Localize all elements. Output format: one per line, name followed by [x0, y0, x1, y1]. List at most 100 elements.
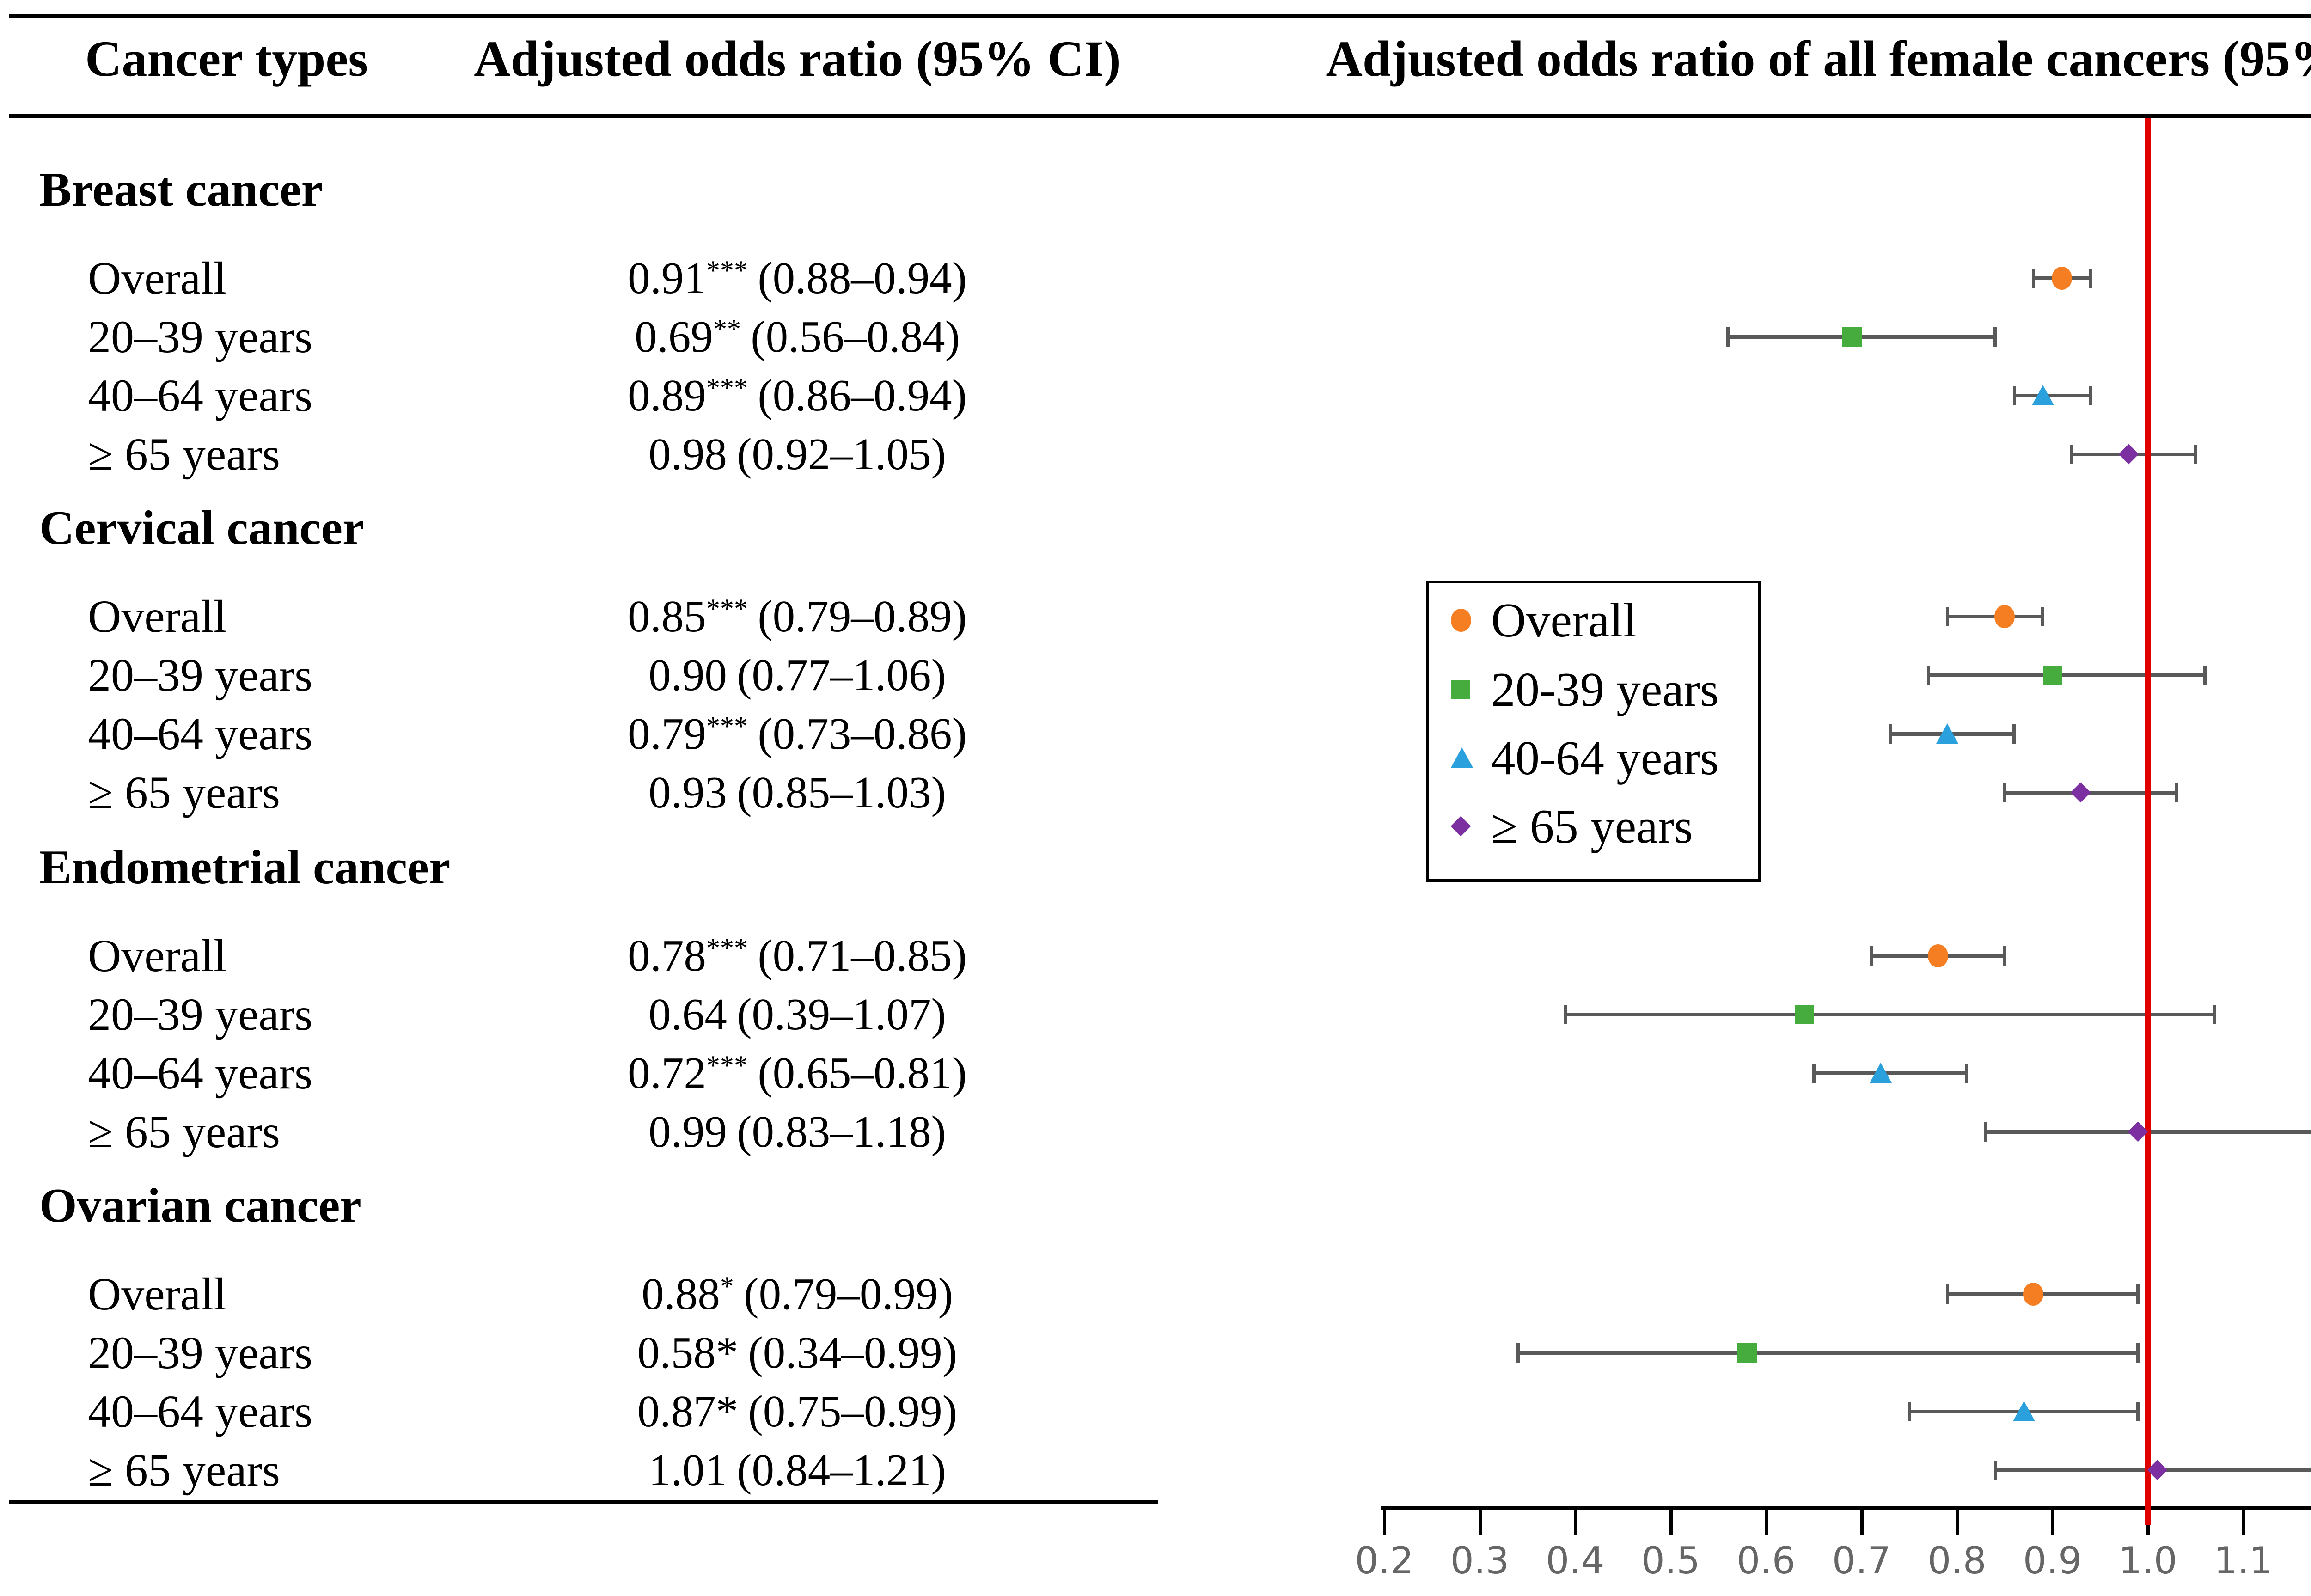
significance-stars: *** [706, 373, 748, 404]
row-value: 0.64 (0.39–1.07) [441, 982, 1153, 1047]
row-value: 0.72*** (0.65–0.81) [441, 1041, 1153, 1106]
circle-marker [1927, 944, 1948, 967]
x-axis-tick [1860, 1507, 1864, 1535]
section-title: Cervical cancer [39, 501, 364, 555]
column-header-adjusted-or: Adjusted odds ratio (95% CI) [474, 31, 1121, 87]
x-axis-tick-label: 1.1 [2213, 1539, 2273, 1582]
x-axis-tick-label: 1.0 [2118, 1539, 2177, 1582]
ci-cap-low [1812, 1064, 1816, 1083]
ci-cap-low [2032, 269, 2036, 288]
ci-cap-high [2136, 1402, 2140, 1421]
ci-cap-low [1927, 666, 1931, 685]
or-value: 0.91 [628, 253, 706, 303]
x-axis-tick [1383, 1507, 1386, 1535]
legend-label-40-64: 40-64 years [1491, 731, 1719, 785]
significance-stars: *** [706, 593, 748, 625]
square-marker [2042, 666, 2062, 685]
row-value: 0.85*** (0.79–0.89) [441, 584, 1153, 649]
ci-bar [2005, 791, 2176, 795]
ci-cap-high [2136, 1343, 2140, 1363]
row-label: 20–39 years [88, 989, 312, 1040]
ci-value: (0.39–1.07) [737, 990, 946, 1039]
legend-item-65plus: ≥ 65 years [1429, 799, 1758, 854]
legend-label-65plus: ≥ 65 years [1491, 799, 1693, 853]
ci-value: (0.56–0.84) [751, 312, 960, 361]
legend-label-20-39: 20-39 years [1491, 662, 1719, 716]
triangle-marker [1936, 723, 1959, 744]
ci-cap-high [2089, 269, 2092, 288]
ci-cap-low [1907, 1402, 1911, 1421]
x-axis-tick [1669, 1507, 1673, 1535]
row-value: 0.91*** (0.88–0.94) [441, 246, 1153, 311]
x-axis-tick [1478, 1507, 1482, 1535]
legend-item-20-39: 20-39 years [1429, 662, 1758, 717]
significance-stars: *** [706, 711, 748, 742]
row-label: 40–64 years [88, 1386, 312, 1437]
ci-cap-high [2174, 783, 2178, 802]
header-divider-rule [9, 114, 2311, 118]
significance-stars: *** [706, 1050, 748, 1082]
x-axis-tick-label: 0.3 [1450, 1539, 1510, 1582]
ci-cap-low [1564, 1005, 1568, 1024]
row-label: ≥ 65 years [88, 1444, 280, 1496]
overall-circle-icon [1451, 609, 1471, 632]
square-marker [1794, 1005, 1814, 1024]
ci-bar [1565, 1013, 2215, 1016]
or-value: 0.78 [628, 931, 706, 980]
diamond-marker [2071, 782, 2091, 803]
row-label: 20–39 years [88, 1327, 312, 1378]
ci-value: (0.83–1.18) [737, 1107, 946, 1156]
row-label: 40–64 years [88, 708, 312, 759]
row-label: Overall [88, 930, 226, 981]
row-value: 0.93 (0.85–1.03) [441, 760, 1153, 825]
circle-marker [1994, 605, 2015, 628]
row-value: 0.98 (0.92–1.05) [441, 422, 1153, 487]
row-value: 0.58* (0.34–0.99) [441, 1321, 1153, 1385]
row-value: 0.69** (0.56–0.84) [441, 305, 1153, 369]
row-value: 0.90 (0.77–1.06) [441, 643, 1153, 708]
or-value: 0.69 [635, 312, 713, 361]
ci-cap-low [1946, 1284, 1950, 1304]
or-value: 0.89 [628, 371, 706, 420]
x-axis-tick-label: 0.9 [2023, 1539, 2082, 1582]
row-label: 40–64 years [88, 1047, 312, 1099]
circle-marker [2052, 267, 2073, 290]
ci-cap-low [1516, 1343, 1520, 1363]
age-65plus-diamond-icon [1450, 816, 1471, 837]
ci-value: (0.79–0.89) [758, 592, 967, 641]
ci-value: (0.86–0.94) [758, 371, 967, 420]
row-label: ≥ 65 years [88, 428, 280, 480]
ci-cap-low [1984, 1122, 1987, 1142]
row-value: 0.88* (0.79–0.99) [441, 1262, 1153, 1327]
x-axis-tick-label: 0.2 [1355, 1539, 1414, 1582]
row-label: 20–39 years [88, 649, 312, 701]
or-value: 0.87 [637, 1387, 716, 1436]
ci-value: (0.75–0.99) [748, 1387, 958, 1436]
ci-cap-low [1870, 946, 1873, 966]
legend-item-overall: Overall [1429, 593, 1758, 648]
row-label: ≥ 65 years [88, 767, 280, 818]
ci-value: (0.77–1.06) [737, 650, 946, 700]
ci-value: (0.65–0.81) [758, 1048, 967, 1098]
row-label: Overall [88, 1268, 226, 1320]
ci-cap-high [2194, 445, 2197, 464]
x-axis-tick-label: 0.8 [1927, 1539, 1987, 1582]
significance-stars: * [715, 1387, 739, 1436]
triangle-marker [2012, 1401, 2035, 1421]
x-axis-tick-label: 0.4 [1546, 1539, 1605, 1582]
x-axis-tick-label: 0.5 [1641, 1539, 1700, 1582]
row-label: Overall [88, 252, 226, 304]
x-axis-tick-label: 0.6 [1736, 1539, 1796, 1582]
significance-stars: * [720, 1271, 734, 1302]
ci-cap-low [2012, 386, 2016, 405]
ci-value: (0.73–0.86) [758, 709, 967, 758]
square-marker [1737, 1343, 1757, 1363]
x-axis-tick [1574, 1507, 1577, 1535]
or-value: 0.72 [628, 1048, 706, 1098]
row-value: 0.87* (0.75–0.99) [441, 1379, 1153, 1444]
ci-cap-high [2203, 666, 2207, 685]
significance-stars: *** [706, 255, 748, 287]
or-value: 0.88 [642, 1269, 720, 1319]
ci-bar [1928, 673, 2205, 677]
section-title: Breast cancer [39, 162, 323, 216]
